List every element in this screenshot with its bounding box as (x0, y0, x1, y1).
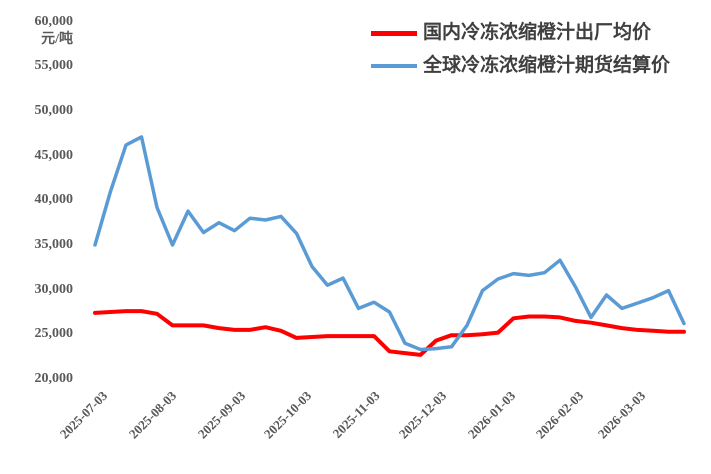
y-tick-label: 25,000 (34, 326, 74, 342)
red-line-swatch-icon (371, 30, 417, 36)
y-tick-label: 35,000 (34, 237, 74, 252)
legend-label-domestic-price: 国内冷冻浓缩橙汁出厂均价 (423, 22, 652, 43)
series-line-domestic-price (93, 309, 686, 357)
y-axis-unit-label: 元/吨 (41, 32, 73, 47)
y-tick-label: 60,000 (34, 13, 74, 29)
blue-line-swatch-icon (371, 64, 417, 68)
y-tick-label: 55,000 (34, 58, 74, 74)
series-line-global-futures-price (93, 135, 686, 352)
legend-label-global-futures-price: 全球冷冻浓缩橙汁期货结算价 (423, 55, 671, 76)
y-tick-label: 50,000 (34, 103, 74, 119)
y-tick-label: 20,000 (34, 371, 74, 386)
y-tick-label: 30,000 (34, 281, 74, 297)
y-tick-label: 40,000 (34, 192, 74, 208)
legend-item-domestic-price: 国内冷冻浓缩橙汁出厂均价 (371, 20, 670, 46)
legend-item-global-futures-price: 全球冷冻浓缩橙汁期货结算价 (371, 53, 670, 79)
y-tick-label: 45,000 (34, 147, 74, 163)
chart-legend: 国内冷冻浓缩橙汁出厂均价 全球冷冻浓缩橙汁期货结算价 (371, 20, 670, 79)
